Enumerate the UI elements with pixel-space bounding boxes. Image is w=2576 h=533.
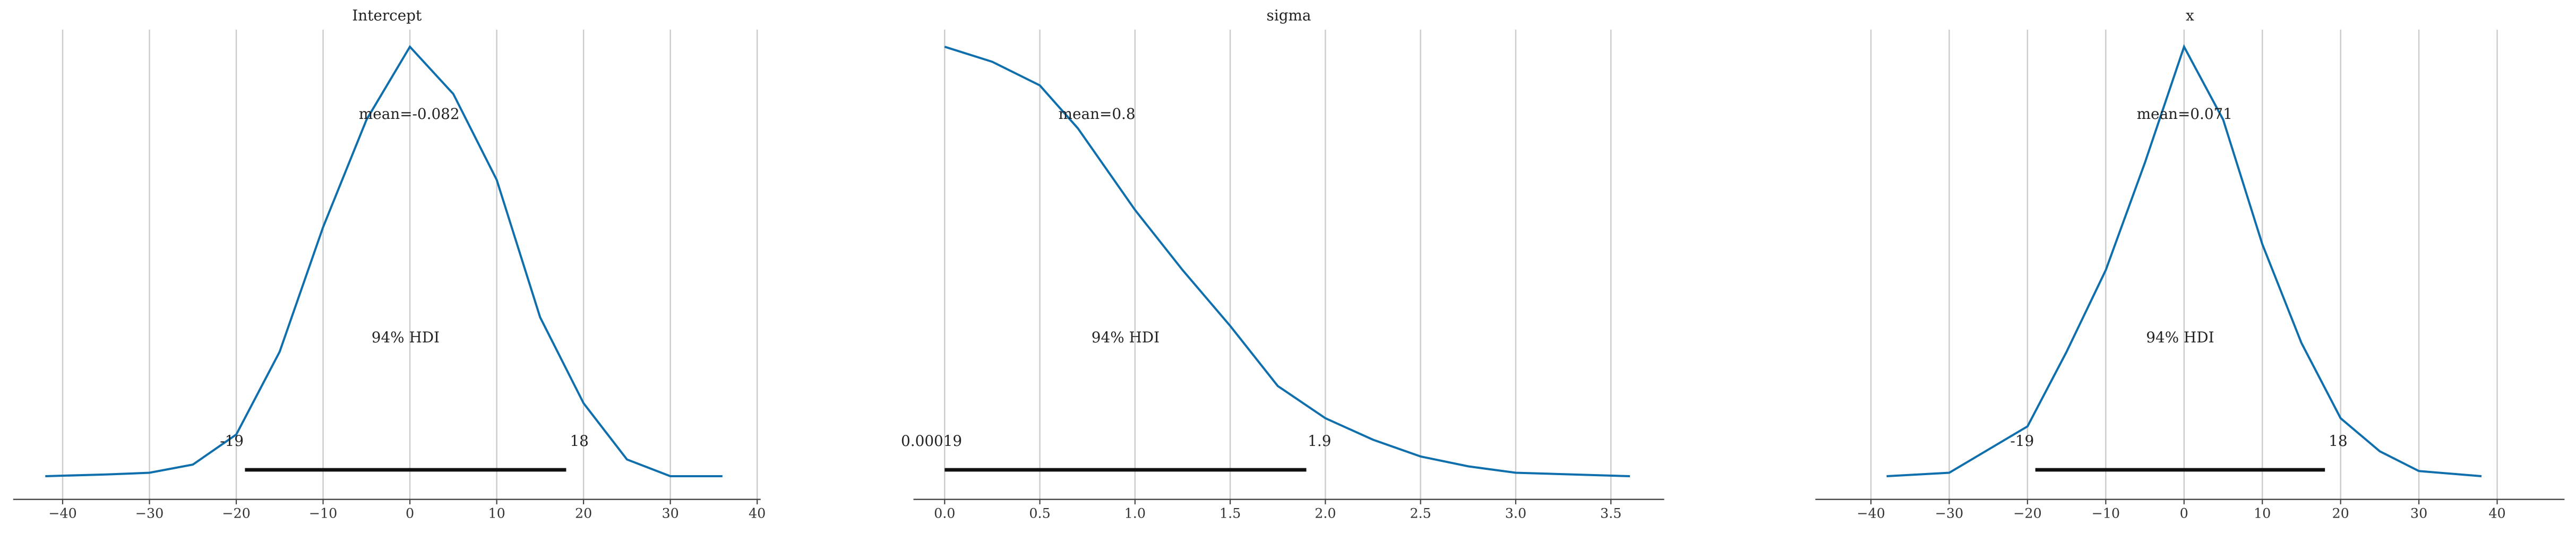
- hdi-low-label: -19: [220, 432, 244, 450]
- hdi-high-label: 18: [2329, 432, 2347, 450]
- x-tick-label: 20: [2332, 505, 2349, 521]
- x-tick-label: −20: [222, 505, 251, 521]
- x-tick-label: −30: [1935, 505, 1964, 521]
- x-tick-label: 1.0: [1124, 505, 1146, 521]
- x-tick-label: 3.5: [1600, 505, 1621, 521]
- x-tick-label: 30: [2410, 505, 2427, 521]
- hdi-high-label: 18: [570, 432, 588, 450]
- x-tick-label: 0.0: [934, 505, 955, 521]
- mean-label: mean=-0.082: [359, 105, 460, 123]
- x-tick-label: 0: [406, 505, 414, 521]
- x-tick-label: 10: [2254, 505, 2271, 521]
- density-curve: [944, 46, 1630, 478]
- x-tick-label: 2.5: [1410, 505, 1431, 521]
- x-tick-label: 3.0: [1505, 505, 1526, 521]
- density-curve: [1886, 44, 2482, 478]
- x-tick-label: 1.5: [1220, 505, 1241, 521]
- hdi-label: 94% HDI: [1092, 329, 1160, 346]
- hdi-label: 94% HDI: [372, 329, 440, 346]
- x-tick-label: −30: [135, 505, 164, 521]
- x-tick-label: −20: [2013, 505, 2042, 521]
- mean-label: mean=0.8: [1059, 105, 1136, 123]
- hdi-label: 94% HDI: [2146, 329, 2214, 346]
- panel-title: x: [2186, 6, 2194, 24]
- mean-label: mean=0.071: [2137, 105, 2232, 123]
- x-tick-label: 0: [2180, 505, 2188, 521]
- x-tick-label: 2.0: [1315, 505, 1336, 521]
- hdi-low-label: -19: [2010, 432, 2034, 450]
- x-tick-label: −10: [2092, 505, 2120, 521]
- x-tick-label: 0.5: [1029, 505, 1050, 521]
- panel-title: sigma: [1267, 6, 1311, 24]
- x-tick-label: 30: [662, 505, 679, 521]
- panel-title: Intercept: [352, 6, 422, 24]
- density-curve: [45, 45, 723, 478]
- x-tick-label: −10: [309, 505, 338, 521]
- hdi-high-label: 1.9: [1308, 432, 1331, 450]
- x-tick-label: −40: [1857, 505, 1885, 521]
- x-tick-label: 40: [749, 505, 766, 521]
- x-tick-label: −40: [48, 505, 77, 521]
- x-tick-label: 20: [575, 505, 592, 521]
- hdi-low-label: 0.00019: [901, 432, 962, 450]
- x-tick-label: 40: [2488, 505, 2505, 521]
- x-tick-label: 10: [488, 505, 505, 521]
